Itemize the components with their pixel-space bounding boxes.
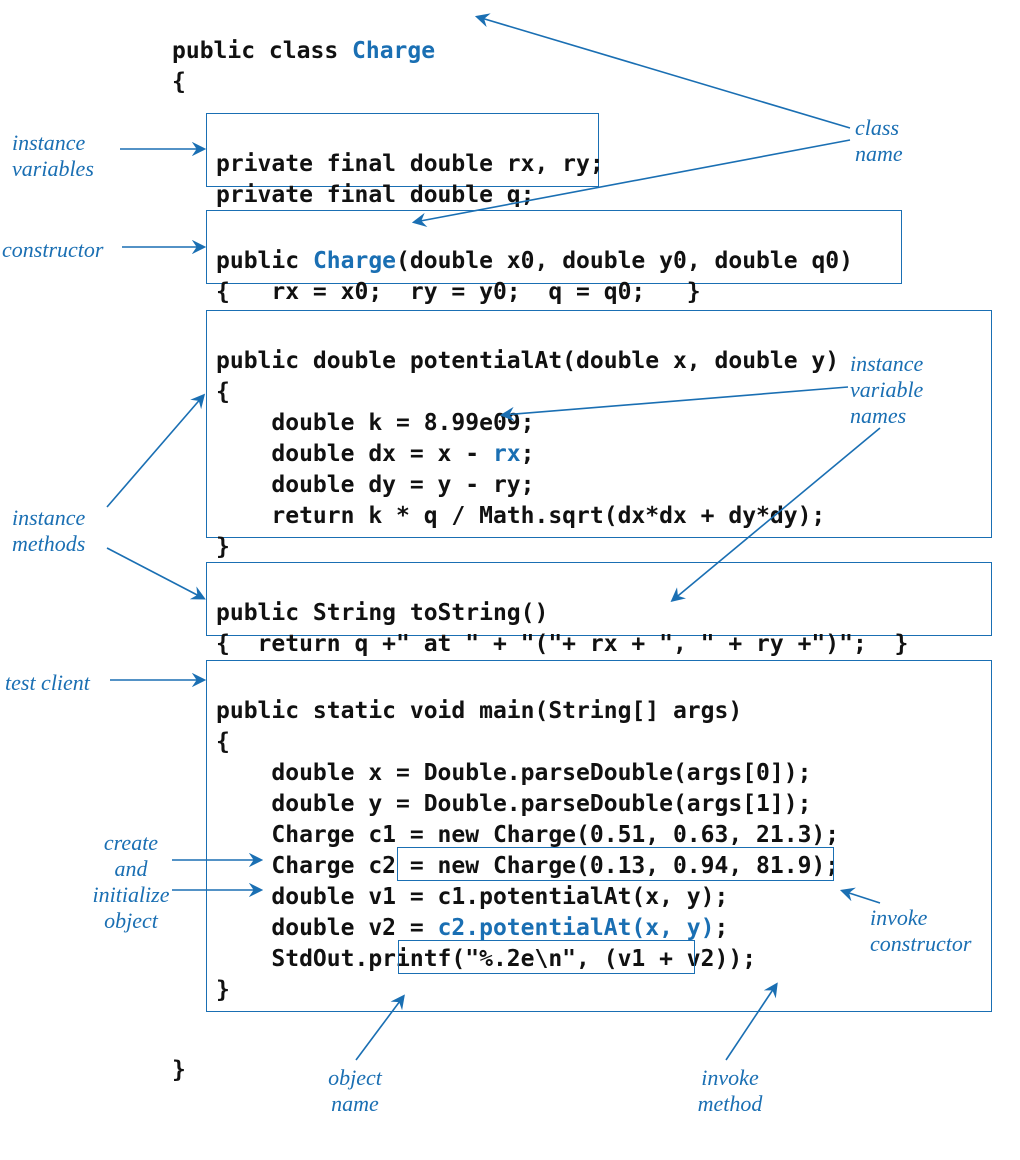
pot-dx-pre: double dx = x - [216, 441, 493, 467]
pot-close: } [216, 534, 230, 560]
class-name-token-2: Charge [313, 248, 396, 274]
main-v2-hl: c2.potentialAt(x, y) [438, 915, 715, 941]
pot-ret: return k * q / Math.sqrt(dx*dx + dy*dy); [216, 503, 825, 529]
kw-public-class: public class [172, 38, 352, 64]
code-instance-variables: private final double rx, ry; private fin… [216, 118, 604, 211]
main-v2-pre: double v2 = [216, 915, 438, 941]
class-name-arrow-1 [478, 17, 850, 128]
tostr-sig: public String toString() [216, 600, 548, 626]
label-instance-variables: instancevariables [12, 130, 122, 182]
main-close: } [216, 977, 230, 1003]
code-constructor: public Charge(double x0, double y0, doub… [216, 215, 853, 308]
code-potentialAt: public double potentialAt(double x, doub… [216, 315, 839, 563]
ctor-pre: public [216, 248, 313, 274]
main-x: double x = Double.parseDouble(args[0]); [216, 760, 811, 786]
box-new-charge [397, 847, 834, 881]
label-invoke-constructor: invokeconstructor [870, 905, 1000, 957]
ivar-line-1: private final double rx, ry; [216, 151, 604, 177]
pot-dx-hl: rx [493, 441, 521, 467]
pot-dx-post: ; [521, 441, 535, 467]
diagram-stage: public class Charge { private final doub… [0, 0, 1020, 1160]
label-constructor: constructor [2, 237, 132, 263]
instance-methods-arrow-1 [107, 396, 203, 507]
main-open: { [216, 729, 230, 755]
main-y: double y = Double.parseDouble(args[1]); [216, 791, 811, 817]
ctor-body: { rx = x0; ry = y0; q = q0; } [216, 279, 701, 305]
label-class-name: classname [855, 115, 945, 167]
main-v2-post: ; [715, 915, 729, 941]
label-instance-variable-names: instancevariablenames [850, 351, 970, 429]
ctor-post: (double x0, double y0, double q0) [396, 248, 853, 274]
label-create-object: createandinitializeobject [76, 830, 186, 934]
label-instance-methods: instancemethods [12, 505, 122, 557]
tostr-body: { return q +" at " + "("+ rx + ", " + ry… [216, 631, 908, 657]
code-toString: public String toString() { return q +" a… [216, 567, 908, 660]
pot-dy: double dy = y - ry; [216, 472, 535, 498]
pot-k: double k = 8.99e09; [216, 410, 535, 436]
pot-sig: public double potentialAt(double x, doub… [216, 348, 839, 374]
code-class-close: } [172, 1055, 186, 1086]
code-class-header: public class Charge { [172, 5, 435, 98]
label-object-name: objectname [310, 1065, 400, 1117]
class-name-token-1: Charge [352, 38, 435, 64]
pot-open: { [216, 379, 230, 405]
label-invoke-method: invokemethod [680, 1065, 780, 1117]
box-c2-call [398, 940, 695, 974]
main-sig: public static void main(String[] args) [216, 698, 742, 724]
label-test-client: test client [5, 670, 125, 696]
ivar-line-2: private final double q; [216, 182, 535, 208]
main-c1: Charge c1 = new Charge(0.51, 0.63, 21.3)… [216, 822, 839, 848]
open-brace-class: { [172, 69, 186, 95]
main-v1: double v1 = c1.potentialAt(x, y); [216, 884, 728, 910]
